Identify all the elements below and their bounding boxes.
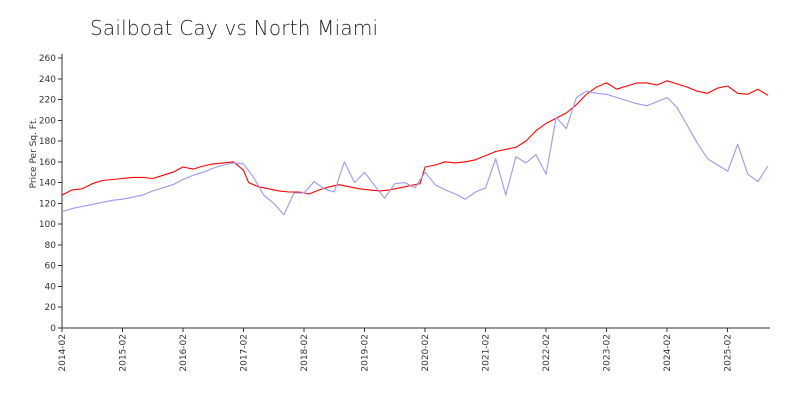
series-line-1: [61, 80, 769, 196]
x-tick-label: 2018-02: [300, 334, 310, 372]
y-tick-label: 200: [39, 116, 56, 126]
y-axis: 0 20 40 60 80 100 120 140 160 180 200 220 240 260: [39, 54, 63, 334]
x-tick-label: 2014-02: [58, 334, 68, 372]
x-axis: 2014-02 2015-02 2016-02 2017-02 2018-02 2019-…: [58, 327, 770, 372]
x-tick-label: 2024-02: [663, 334, 673, 372]
y-axis-title: Price Per Sq. Ft.: [29, 118, 39, 189]
x-tick-label: 2019-02: [361, 334, 371, 372]
y-tick-label: 80: [45, 241, 57, 251]
y-tick-label: 220: [39, 96, 56, 106]
x-tick-label: 2015-02: [119, 334, 129, 372]
y-tick-label: 240: [39, 75, 56, 85]
y-tick-label: 40: [45, 282, 57, 292]
x-tick-label: 2025-02: [724, 334, 734, 372]
y-tick-label: 160: [39, 158, 56, 168]
x-tick-label: 2023-02: [603, 334, 613, 372]
x-tick-label: 2022-02: [542, 334, 552, 372]
y-tick-label: 260: [39, 54, 56, 64]
y-tick-label: 100: [39, 220, 56, 230]
x-tick-label: 2016-02: [179, 334, 189, 372]
y-tick-label: 140: [39, 179, 56, 189]
chart-title: Sailboat Cay vs North Miami: [90, 16, 379, 40]
y-tick-label: 60: [45, 262, 57, 272]
series-line-2: [61, 90, 769, 216]
y-tick-label: 20: [45, 303, 57, 313]
x-tick-label: 2020-02: [421, 334, 431, 372]
y-tick-label: 0: [50, 324, 56, 334]
y-tick-label: 180: [39, 137, 56, 147]
y-tick-label: 120: [39, 199, 56, 209]
x-tick-label: 2017-02: [240, 334, 250, 372]
x-tick-label: 2021-02: [482, 334, 492, 372]
series-layer: [61, 80, 769, 216]
